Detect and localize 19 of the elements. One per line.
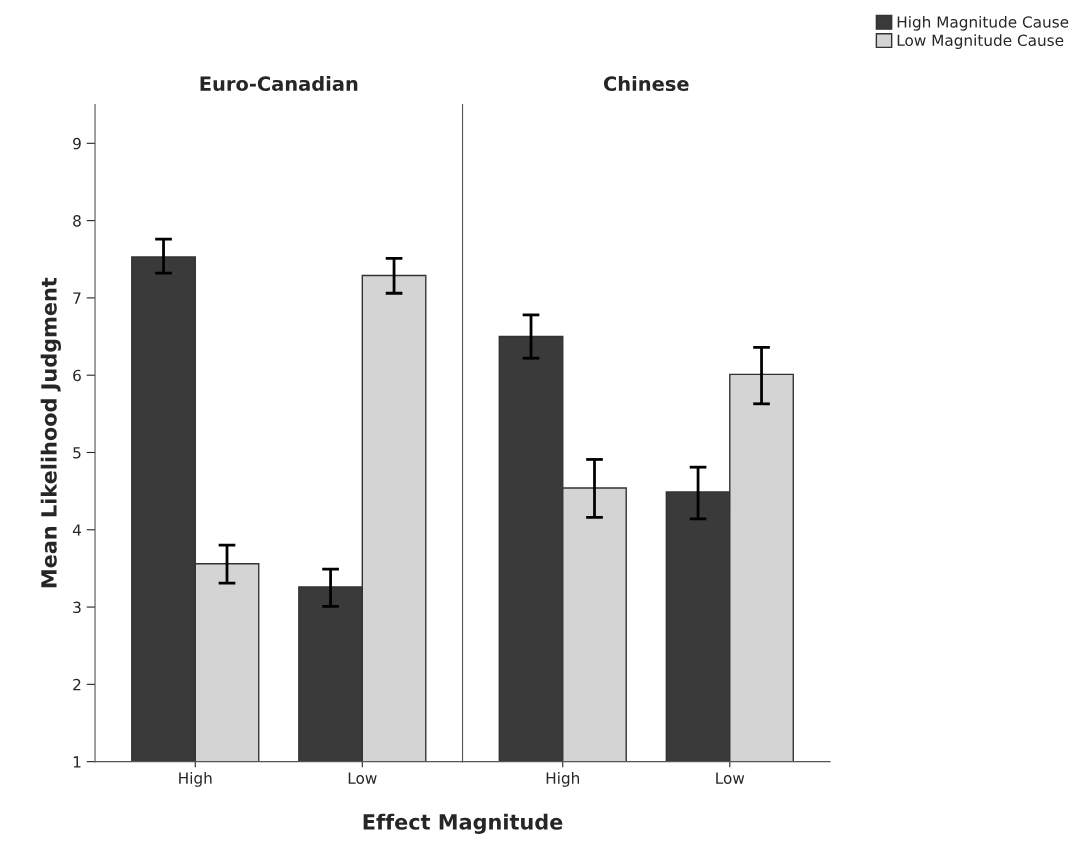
x-tick-label: Low bbox=[348, 772, 377, 784]
y-tick-label: 7 bbox=[73, 292, 81, 304]
y-tick-label: 1 bbox=[73, 756, 81, 768]
y-tick-label: 9 bbox=[73, 137, 81, 150]
y-tick-label: 4 bbox=[72, 524, 81, 536]
y-axis-title: Mean Likelihood Judgment bbox=[40, 277, 62, 588]
x-tick-label: High bbox=[546, 772, 580, 787]
y-tick-label: 5 bbox=[73, 447, 81, 459]
x-tick-label: Low bbox=[716, 772, 745, 784]
legend-label: High Magnitude Cause bbox=[897, 15, 1069, 31]
chart-title: Chinese bbox=[603, 76, 689, 92]
legend-label: Low Magnitude Cause bbox=[897, 34, 1064, 49]
x-axis-title: Effect Magnitude bbox=[363, 813, 563, 834]
x-tick-label: High bbox=[179, 772, 212, 787]
y-tick-label: 6 bbox=[73, 369, 81, 382]
y-tick-label: 3 bbox=[73, 601, 81, 614]
y-tick-label: 8 bbox=[73, 215, 81, 227]
chart-title: Euro-Canadian bbox=[200, 76, 358, 92]
y-tick-label: 2 bbox=[73, 678, 81, 691]
